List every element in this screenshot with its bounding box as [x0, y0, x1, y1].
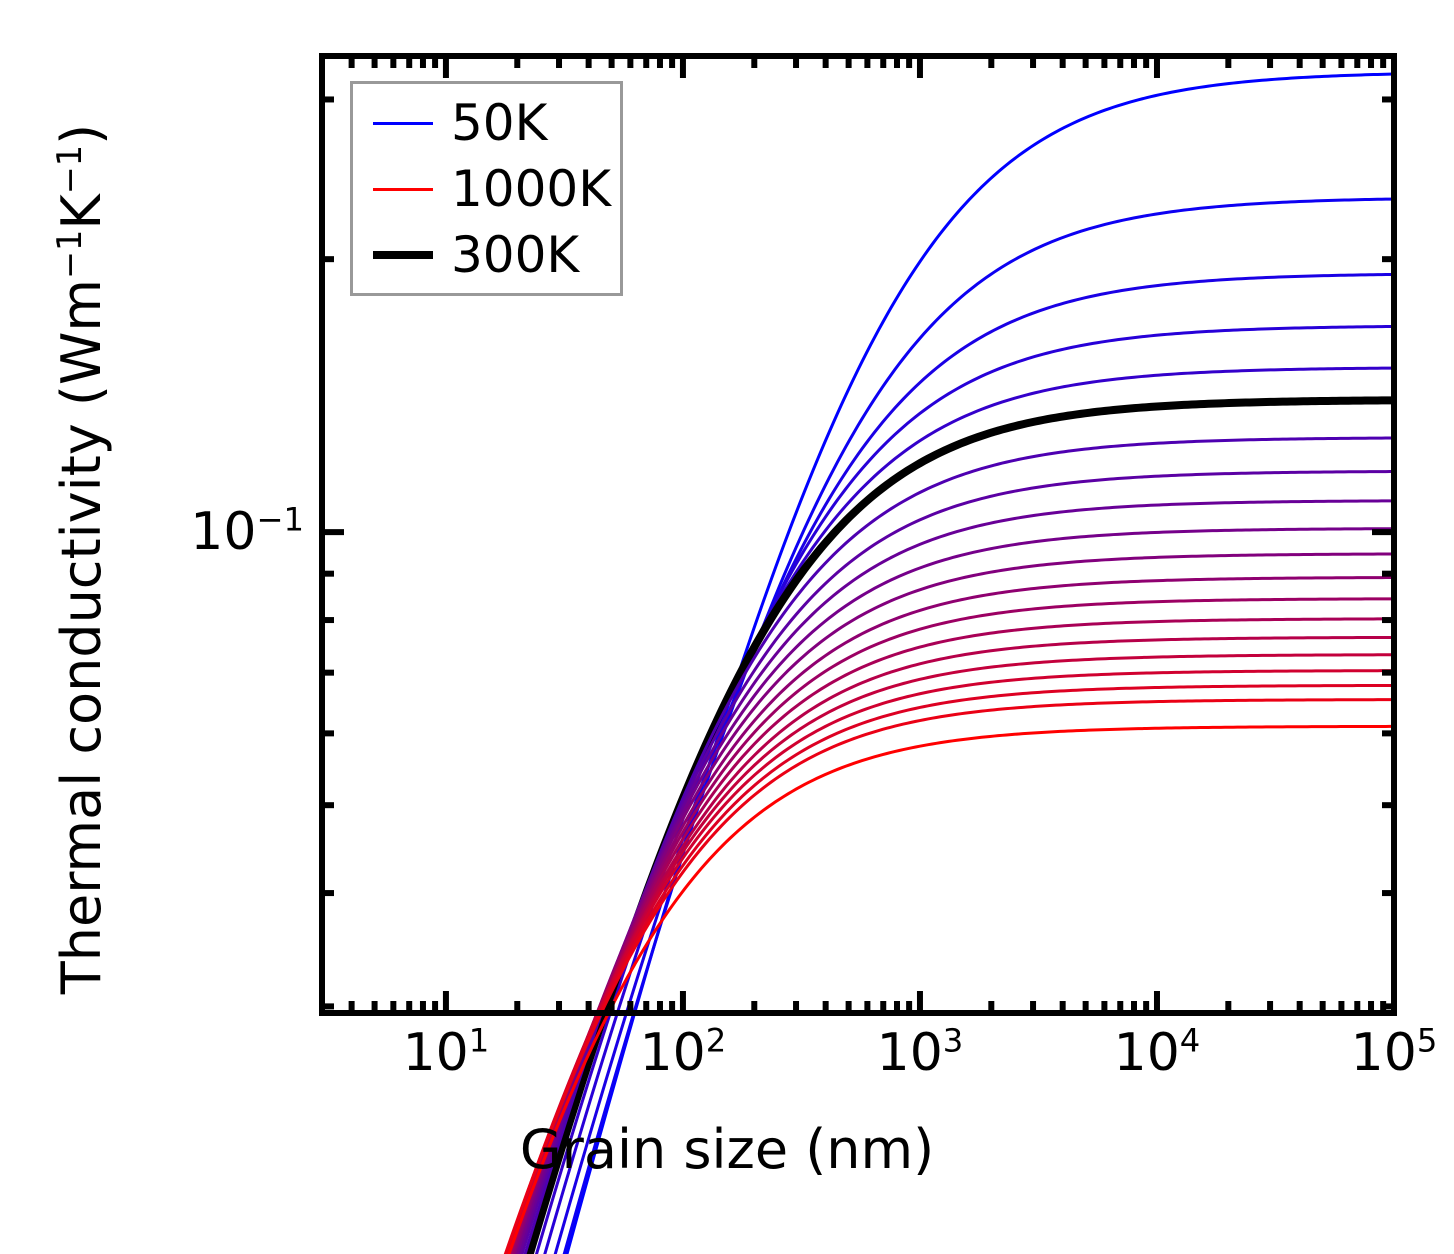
legend-entry-1000K: 1000K — [353, 156, 620, 222]
legend-entry-300K: 300K — [353, 222, 620, 288]
y-axis-label: Thermal conductivity (Wm−1K−1) — [50, 123, 113, 995]
curve-550K — [513, 552, 1395, 1254]
legend-swatch-300K — [373, 251, 433, 259]
curve-150K — [553, 272, 1395, 1254]
curve-750K — [507, 635, 1395, 1254]
curve-250K — [534, 366, 1395, 1254]
x-tick-label-100000: 105 — [1350, 1021, 1438, 1083]
x-tick-label-10000: 104 — [1113, 1021, 1201, 1083]
curve-700K — [508, 617, 1395, 1254]
curve-1000K — [507, 724, 1395, 1254]
legend-label-300K: 300K — [451, 226, 580, 284]
curve-600K — [511, 576, 1395, 1254]
curve-100K — [562, 197, 1395, 1254]
curve-500K — [515, 527, 1395, 1254]
plot-frame — [319, 53, 1397, 1016]
y-axis-label-wrap: Thermal conductivity (Wm−1K−1) — [47, 79, 117, 1039]
curve-900K — [504, 683, 1395, 1254]
curve-800K — [505, 653, 1395, 1254]
curve-950K — [503, 698, 1395, 1254]
curve-200K — [543, 324, 1395, 1254]
legend-box[interactable]: 50K 1000K 300K — [350, 81, 623, 296]
curve-650K — [509, 597, 1395, 1254]
curve-350K — [523, 436, 1395, 1254]
curve-850K — [504, 669, 1395, 1254]
curve-300K-highlight — [525, 396, 1395, 1254]
curve-400K — [520, 470, 1395, 1254]
axis-spines — [319, 53, 1397, 1016]
legend-entry-50K: 50K — [353, 90, 620, 156]
x-tick-label-100: 102 — [639, 1021, 727, 1083]
curve-50K — [565, 72, 1395, 1254]
legend-swatch-1000K — [373, 187, 433, 191]
legend-swatch-50K — [373, 121, 433, 125]
curve-450K — [517, 499, 1395, 1254]
legend-label-1000K: 1000K — [451, 160, 612, 218]
y-tick-label-0.1: 10−1 — [190, 500, 304, 563]
legend-label-50K: 50K — [451, 94, 548, 152]
x-axis-label: Grain size (nm) — [519, 1118, 935, 1181]
x-tick-label-10: 101 — [402, 1021, 490, 1083]
curve-group — [503, 72, 1395, 1254]
x-tick-label-1000: 103 — [876, 1021, 964, 1083]
